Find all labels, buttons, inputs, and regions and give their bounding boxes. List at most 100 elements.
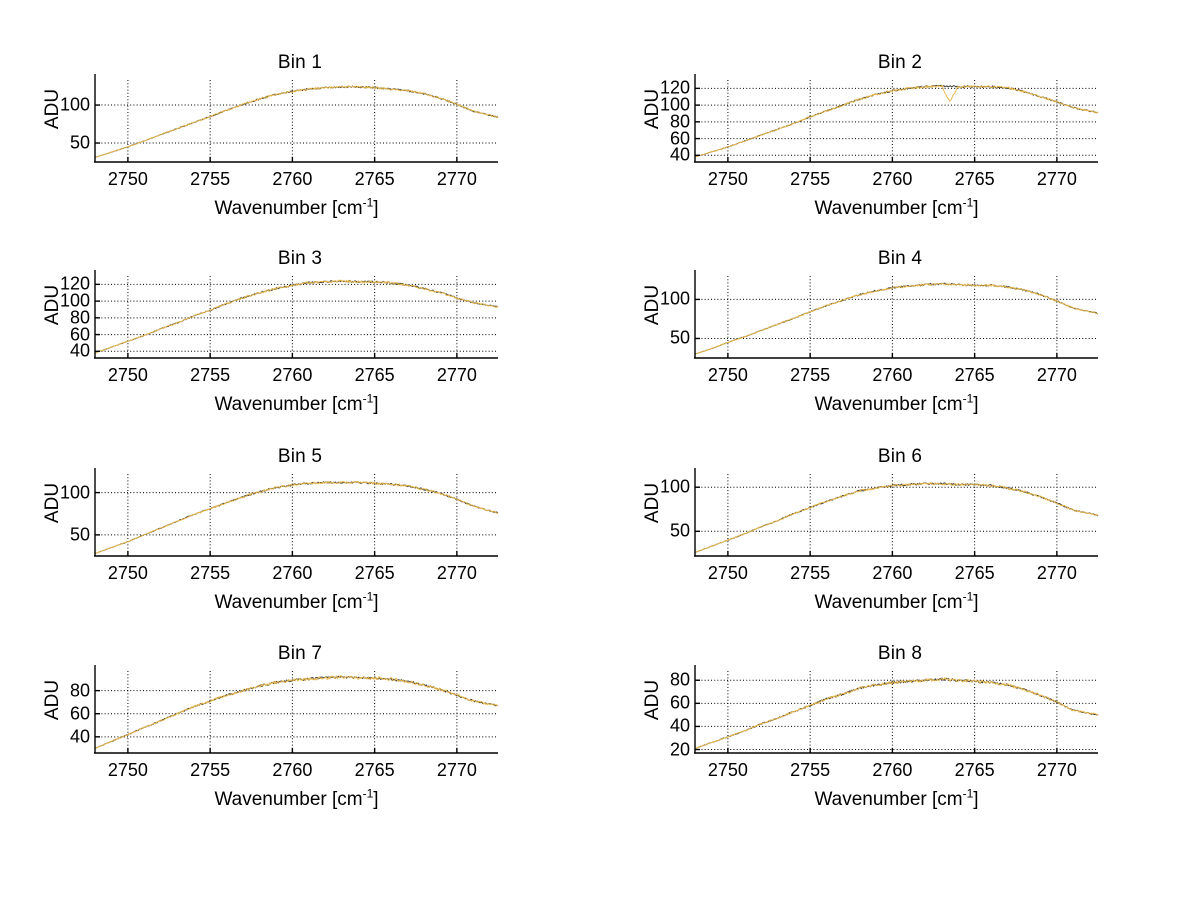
data-series-measured xyxy=(694,482,1099,554)
y-axis-tick-label: 120 xyxy=(659,77,690,98)
data-series-model xyxy=(694,482,1099,554)
data-series-model xyxy=(694,677,1099,749)
x-axis-label-exponent: -1 xyxy=(962,786,974,801)
x-axis-label-bracket: ] xyxy=(973,198,979,219)
y-axis-label: ADU xyxy=(42,679,63,721)
plot-axes: ADU 20 40 60 80 2750 2755 2760 2765 2770 Wavenumbe… xyxy=(642,665,1099,810)
x-axis-label-text: Wavenumber [cm xyxy=(814,789,963,810)
x-axis-label-text: Wavenumber [cm xyxy=(214,394,363,415)
x-axis-tick-label: 2770 xyxy=(1036,169,1077,189)
x-axis-label-text: Wavenumber [cm xyxy=(214,592,363,613)
x-axis-label-bracket: ] xyxy=(373,789,379,810)
x-axis-tick-label: 2755 xyxy=(790,563,831,583)
data-series-measured xyxy=(694,282,1099,355)
plot-area xyxy=(94,468,499,557)
data-series-measured xyxy=(94,675,499,749)
subplot-panel: Bin 3 ADU 40 60 80 100 120 2750 2755 2760 2765 2770… xyxy=(0,242,600,442)
y-axis-tick-label: 80 xyxy=(69,307,90,328)
x-axis-tick-label: 2770 xyxy=(436,365,477,385)
x-axis-label-exponent: -1 xyxy=(362,195,374,210)
y-axis-tick-label: 100 xyxy=(659,288,690,309)
x-axis-tick-label: 2765 xyxy=(954,365,995,385)
x-axis-label: Wavenumber [cm-1] xyxy=(695,195,1098,220)
y-axis-tick-label: 60 xyxy=(69,324,90,345)
plot-axes: ADU 40 60 80 2750 2755 2760 2765 2770 Wavenumber … xyxy=(42,665,499,810)
x-axis-tick-label: 2755 xyxy=(190,563,231,583)
x-axis-tick-label: 2765 xyxy=(354,169,395,189)
x-axis-tick-label: 2755 xyxy=(190,760,231,780)
x-axis-label: Wavenumber [cm-1] xyxy=(95,195,498,220)
x-axis-tick-label: 2770 xyxy=(1036,563,1077,583)
x-axis-tick-label: 2770 xyxy=(436,760,477,780)
x-axis-tick-label: 2765 xyxy=(354,563,395,583)
panel-title: Bin 1 xyxy=(277,52,323,73)
x-axis-tick-label: 2765 xyxy=(954,169,995,189)
x-axis-label: Wavenumber [cm-1] xyxy=(695,786,1098,811)
plot-axes: ADU 50 100 2750 2755 2760 2765 2770 Wavenumber [… xyxy=(42,74,499,219)
x-axis-tick-label: 2755 xyxy=(790,169,831,189)
x-axis-label-exponent: -1 xyxy=(962,589,974,604)
x-axis-tick-label: 2750 xyxy=(107,169,148,189)
y-axis-tick-label: 60 xyxy=(669,128,690,149)
data-series-measured xyxy=(94,85,499,159)
x-axis-label-bracket: ] xyxy=(973,789,979,810)
subplot-panel: Bin 1 ADU 50 100 2750 2755 2760 2765 2770 Wavenum… xyxy=(0,46,600,246)
y-axis-tick-label: 40 xyxy=(69,340,90,361)
x-axis-label-text: Wavenumber [cm xyxy=(214,198,363,219)
x-axis-tick-label: 2760 xyxy=(272,760,313,780)
x-axis-label-bracket: ] xyxy=(973,394,979,415)
plot-axes: ADU 50 100 2750 2755 2760 2765 2770 Wavenumber [… xyxy=(42,468,499,613)
x-axis-label: Wavenumber [cm-1] xyxy=(95,591,498,614)
x-axis-label-text: Wavenumber [cm xyxy=(814,198,963,219)
x-axis-tick-label: 2750 xyxy=(107,563,148,583)
plot-area xyxy=(694,74,1099,163)
y-axis-tick-label: 50 xyxy=(69,132,90,153)
y-axis-tick-label: 60 xyxy=(69,703,90,724)
x-axis-tick-label: 2765 xyxy=(354,365,395,385)
x-axis-label-exponent: -1 xyxy=(362,786,374,801)
y-axis-tick-label: 50 xyxy=(69,524,90,545)
plot-axes: ADU 40 60 80 100 120 2750 2755 2760 2765 2770 Waven… xyxy=(42,270,499,415)
x-axis-tick-label: 2760 xyxy=(272,365,313,385)
x-axis-tick-label: 2765 xyxy=(954,563,995,583)
x-axis-label-exponent: -1 xyxy=(362,391,374,406)
x-axis-tick-label: 2760 xyxy=(272,563,313,583)
y-axis-tick-label: 80 xyxy=(69,680,90,701)
x-axis-label-text: Wavenumber [cm xyxy=(814,394,963,415)
x-axis-tick-label: 2755 xyxy=(190,365,231,385)
x-axis-label-bracket: ] xyxy=(373,394,379,415)
x-axis-label: Wavenumber [cm-1] xyxy=(695,589,1098,614)
y-axis-tick-label: 20 xyxy=(669,739,690,760)
panel-title: Bin 3 xyxy=(277,248,323,269)
x-axis-tick-label: 2750 xyxy=(707,365,748,385)
x-axis-label: Wavenumber [cm-1] xyxy=(95,786,498,811)
x-axis-tick-label: 2755 xyxy=(190,169,231,189)
subplot-panel: Bin 2 ADU 40 60 80 100 120 2750 2755 2760 2765 2770… xyxy=(600,46,1200,246)
x-axis-tick-label: 2765 xyxy=(954,760,995,780)
y-axis-tick-label: 100 xyxy=(659,476,690,497)
x-axis-tick-label: 2755 xyxy=(790,760,831,780)
x-axis-tick-label: 2765 xyxy=(354,760,395,780)
y-axis-label: ADU xyxy=(642,679,663,721)
data-series-measured xyxy=(94,480,499,554)
panel-title: Bin 2 xyxy=(877,52,923,73)
panel-title: Bin 8 xyxy=(877,643,923,664)
x-axis-tick-label: 2755 xyxy=(790,365,831,385)
y-axis-tick-label: 50 xyxy=(669,327,690,348)
x-axis-tick-label: 2760 xyxy=(872,169,913,189)
x-axis-label-text: Wavenumber [cm xyxy=(214,789,363,810)
y-axis-tick-label: 100 xyxy=(59,94,90,115)
y-axis-tick-label: 40 xyxy=(69,726,90,747)
plot-area xyxy=(694,665,1099,754)
x-axis-label-exponent: -1 xyxy=(962,195,974,210)
x-axis-tick-label: 2750 xyxy=(707,760,748,780)
y-axis-tick-label: 80 xyxy=(669,111,690,132)
x-axis-tick-label: 2770 xyxy=(1036,760,1077,780)
x-axis-label: Wavenumber [cm-1] xyxy=(95,391,498,416)
subplot-panel: Bin 5 ADU 50 100 2750 2755 2760 2765 2770 Wavenum… xyxy=(0,440,600,640)
y-axis-tick-label: 100 xyxy=(59,290,90,311)
data-series-measured xyxy=(694,84,1099,158)
x-axis-label-bracket: ] xyxy=(373,198,379,219)
x-axis-tick-label: 2770 xyxy=(1036,365,1077,385)
